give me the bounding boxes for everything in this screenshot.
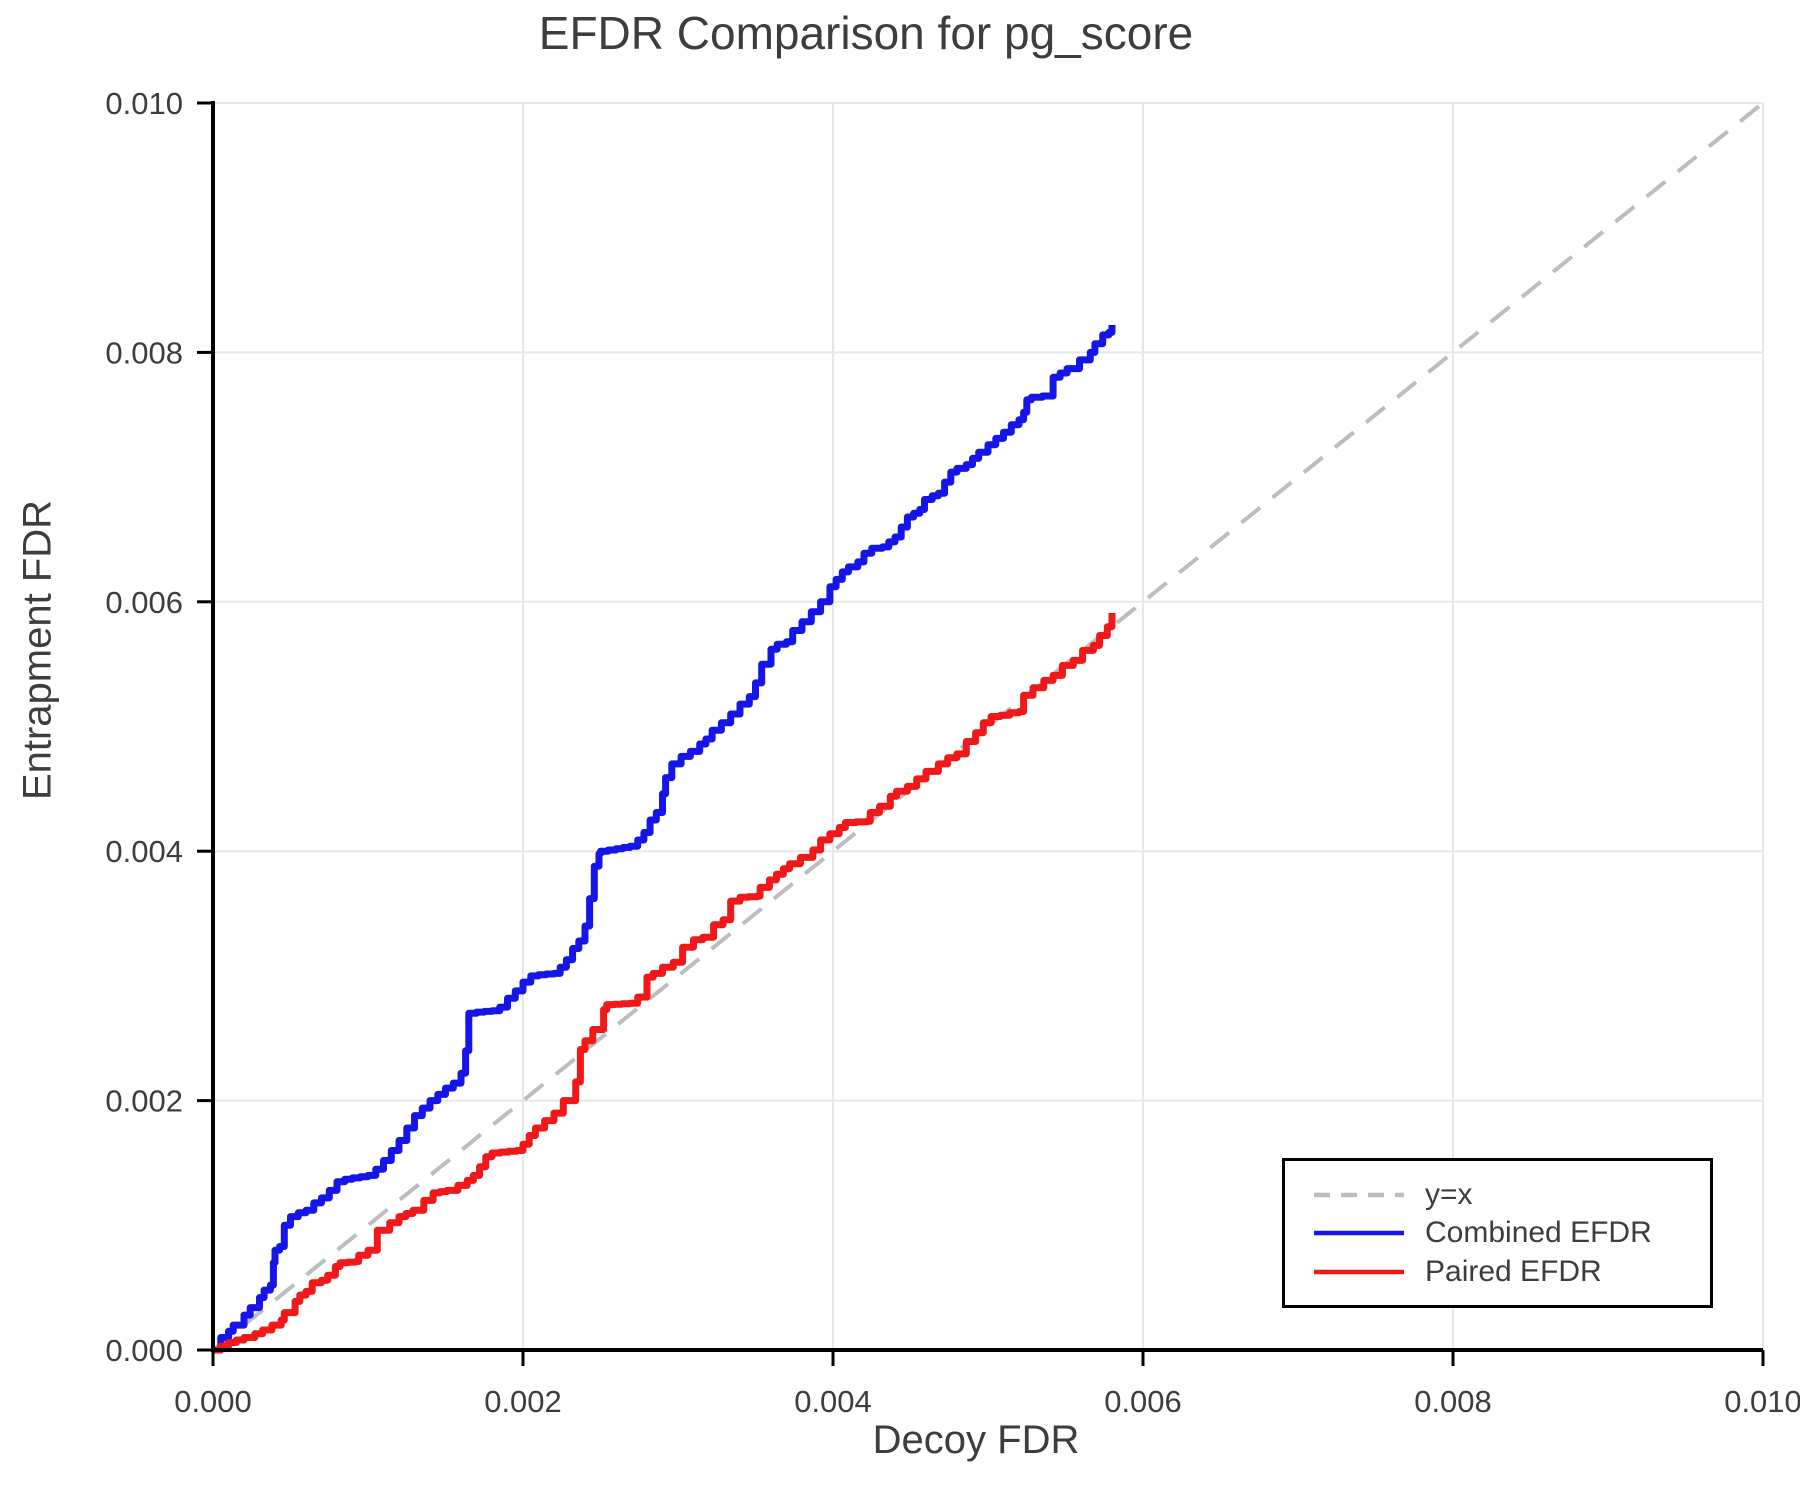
legend-label: Paired EFDR [1425, 1254, 1602, 1288]
svg-text:0.004: 0.004 [794, 1384, 872, 1419]
legend-item-combined: Combined EFDR [1311, 1217, 1710, 1249]
svg-text:0.006: 0.006 [105, 585, 183, 620]
svg-text:0.002: 0.002 [484, 1384, 562, 1419]
legend: y=x Combined EFDR Paired EFDR [1282, 1158, 1713, 1308]
svg-text:0.002: 0.002 [105, 1084, 183, 1119]
identity-line-sample-icon [1314, 1192, 1404, 1197]
legend-label: Combined EFDR [1425, 1216, 1652, 1250]
svg-text:0.008: 0.008 [1414, 1384, 1492, 1419]
svg-text:0.010: 0.010 [1724, 1384, 1800, 1419]
svg-text:0.000: 0.000 [105, 1333, 183, 1368]
chart-title: EFDR Comparison for pg_score [538, 7, 1194, 59]
y-axis-label: Entrapment FDR [15, 499, 60, 801]
svg-text:0.008: 0.008 [105, 335, 183, 370]
combined-line-sample-icon [1314, 1230, 1404, 1236]
svg-text:0.006: 0.006 [1104, 1384, 1182, 1419]
x-axis-label: Decoy FDR [872, 1418, 1080, 1462]
legend-item-paired: Paired EFDR [1311, 1256, 1710, 1288]
paired-line-sample-icon [1314, 1269, 1404, 1274]
svg-text:0.010: 0.010 [105, 86, 183, 121]
svg-text:0.004: 0.004 [105, 834, 183, 869]
legend-item-identity: y=x [1311, 1179, 1710, 1211]
svg-text:0.000: 0.000 [174, 1384, 252, 1419]
legend-label: y=x [1425, 1177, 1473, 1211]
